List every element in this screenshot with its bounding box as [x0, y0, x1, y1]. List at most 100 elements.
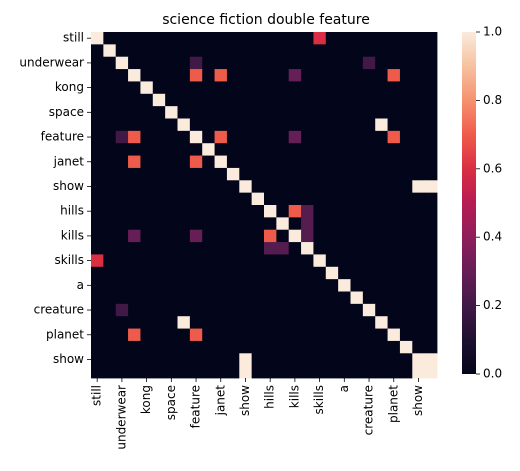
- heatmap-cells: [91, 32, 438, 379]
- heatmap-cell: [115, 229, 129, 243]
- heatmap-cell: [103, 32, 117, 45]
- heatmap-cell: [214, 328, 228, 342]
- heatmap-cell: [140, 155, 154, 169]
- colorbar-tick-label: 0.2: [483, 298, 502, 312]
- heatmap-cell: [338, 340, 351, 354]
- heatmap-cell: [424, 279, 438, 292]
- heatmap-cell: [115, 291, 129, 305]
- heatmap-cell: [103, 192, 117, 206]
- heatmap-cell: [276, 328, 290, 342]
- heatmap-cell: [387, 192, 401, 206]
- heatmap-cell: [424, 340, 438, 354]
- heatmap-cell: [350, 254, 364, 268]
- heatmap-cell: [387, 217, 401, 231]
- heatmap-cell: [239, 266, 253, 280]
- heatmap-cell: [264, 192, 277, 206]
- heatmap-cell: [128, 291, 141, 305]
- y-axis: still underwear kong space feature janet show h…: [19, 31, 91, 366]
- heatmap-cell: [189, 106, 203, 119]
- heatmap-cell: [387, 205, 401, 218]
- heatmap-cell: [387, 118, 401, 132]
- heatmap-cell: [313, 167, 327, 181]
- heatmap-cell: [375, 242, 388, 255]
- heatmap-cell: [387, 69, 401, 82]
- heatmap-cell: [350, 81, 364, 95]
- heatmap-cell: [103, 81, 117, 95]
- heatmap-cell: [214, 353, 228, 367]
- heatmap-cell: [103, 316, 117, 329]
- heatmap-cell: [276, 254, 290, 268]
- heatmap-cell: [202, 143, 215, 156]
- heatmap-cell: [189, 192, 203, 206]
- x-tick-label: planet: [386, 385, 400, 423]
- heatmap-cell: [251, 291, 265, 305]
- heatmap-cell: [325, 93, 339, 107]
- heatmap-cell: [276, 353, 290, 367]
- heatmap-cell: [251, 192, 265, 206]
- heatmap-cell: [350, 340, 364, 354]
- heatmap-cell: [313, 229, 327, 243]
- heatmap-cell: [128, 180, 141, 194]
- heatmap-cell: [362, 167, 376, 181]
- heatmap-cell: [350, 118, 364, 132]
- heatmap-cell: [128, 69, 141, 82]
- heatmap-cell: [301, 229, 314, 243]
- heatmap-cell: [103, 44, 117, 58]
- heatmap-cell: [424, 44, 438, 58]
- heatmap-cell: [251, 328, 265, 342]
- heatmap-cell: [128, 32, 141, 45]
- heatmap-cell: [140, 353, 154, 367]
- heatmap-cell: [375, 365, 388, 379]
- heatmap-cell: [412, 32, 426, 45]
- heatmap-cell: [103, 242, 117, 255]
- heatmap-cell: [301, 130, 314, 144]
- heatmap-cell: [264, 279, 277, 292]
- heatmap-cell: [375, 143, 388, 156]
- heatmap-cell: [152, 340, 166, 354]
- heatmap-cell: [214, 130, 228, 144]
- heatmap-cell: [288, 32, 302, 45]
- heatmap-cell: [362, 106, 376, 119]
- heatmap-cell: [399, 229, 413, 243]
- heatmap-cell: [313, 340, 327, 354]
- heatmap-cell: [202, 340, 215, 354]
- heatmap-cell: [338, 93, 351, 107]
- heatmap-cell: [264, 328, 277, 342]
- heatmap-cell: [276, 316, 290, 329]
- heatmap-cell: [264, 44, 277, 58]
- heatmap-cell: [276, 180, 290, 194]
- heatmap-cell: [165, 242, 178, 255]
- heatmap-cell: [140, 69, 154, 82]
- heatmap-cell: [264, 93, 277, 107]
- heatmap-cell: [387, 328, 401, 342]
- heatmap-cell: [338, 56, 351, 70]
- heatmap-cell: [264, 291, 277, 305]
- heatmap-cell: [239, 180, 253, 194]
- heatmap-cell: [165, 254, 178, 268]
- heatmap-cell: [91, 167, 104, 181]
- heatmap-cell: [325, 254, 339, 268]
- heatmap-cell: [128, 106, 141, 119]
- heatmap-cell: [276, 69, 290, 82]
- heatmap-cell: [375, 266, 388, 280]
- heatmap-cell: [276, 81, 290, 95]
- heatmap-cell: [387, 155, 401, 169]
- heatmap-cell: [313, 93, 327, 107]
- heatmap-cell: [375, 32, 388, 45]
- heatmap-cell: [264, 69, 277, 82]
- heatmap-cell: [239, 69, 253, 82]
- heatmap-cell: [325, 106, 339, 119]
- heatmap-cell: [313, 303, 327, 317]
- heatmap-cell: [177, 106, 191, 119]
- heatmap-cell: [115, 205, 129, 218]
- heatmap-cell: [165, 155, 178, 169]
- heatmap-cell: [288, 340, 302, 354]
- heatmap-cell: [412, 328, 426, 342]
- heatmap-cell: [91, 56, 104, 70]
- heatmap-cell: [152, 316, 166, 329]
- heatmap-cell: [189, 205, 203, 218]
- heatmap-cell: [288, 81, 302, 95]
- heatmap-cell: [251, 143, 265, 156]
- heatmap-cell: [424, 81, 438, 95]
- heatmap-cell: [288, 229, 302, 243]
